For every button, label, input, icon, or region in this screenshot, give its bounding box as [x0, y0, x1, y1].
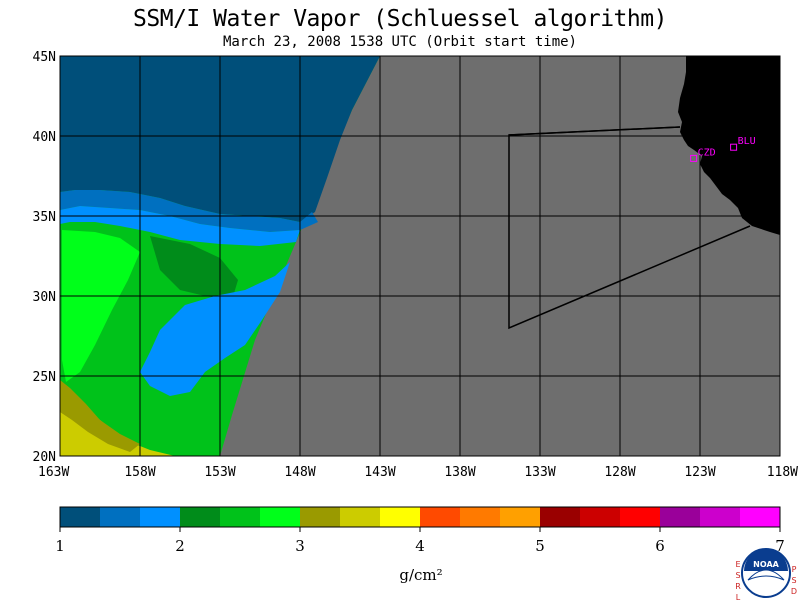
colorbar-tick-label: 4 [415, 537, 425, 555]
station-marker [690, 154, 698, 162]
colorbar-tick-labels: 1 2 3 4 5 6 7 [55, 527, 785, 555]
map-border [59, 55, 781, 457]
swath-olive-edge [60, 380, 140, 452]
longitude-label: 118W [767, 465, 798, 480]
colorbar-unit-label: g/cm² [399, 566, 442, 584]
swath-yellow-moist-region [60, 390, 175, 456]
colorbar-swatch [460, 507, 501, 527]
colorbar-swatch [300, 507, 341, 527]
longitude-label: 128W [604, 465, 635, 480]
colorbar-tick-label: 1 [55, 537, 65, 555]
logo-letter: L [736, 593, 741, 600]
colorbar-swatch [620, 507, 661, 527]
logo-letter: E [735, 560, 740, 569]
logo-letter: S [735, 571, 740, 580]
colorbar-swatch [420, 507, 461, 527]
colorbar-tick-label: 5 [535, 537, 545, 555]
colorbar-swatch [180, 507, 221, 527]
map-panel: CZD BLU [60, 56, 780, 456]
longitude-labels: 163W 158W 153W 148W 143W 138W 133W 128W 123W 118W [38, 465, 798, 480]
map-title: SSM/I Water Vapor (Schluessel algorithm) [133, 6, 667, 32]
logo-right-letters: PSD [791, 565, 797, 596]
swath-mid-blue-band [60, 190, 318, 232]
station-label: BLU [738, 136, 756, 147]
longitude-label: 138W [444, 465, 475, 480]
colorbar-tick-label: 2 [175, 537, 185, 555]
colorbar-swatch [740, 507, 781, 527]
logo-letter: S [791, 576, 796, 585]
lat-lon-grid [60, 56, 780, 456]
logo-letter: D [791, 587, 797, 596]
latitude-label: 30N [33, 290, 56, 305]
longitude-label: 163W [38, 465, 69, 480]
colorbar-swatch [100, 507, 141, 527]
colorbar-tick-label: 7 [775, 537, 785, 555]
station-marker [730, 143, 738, 151]
logo-letter: R [735, 582, 741, 591]
colorbar-swatch [60, 507, 101, 527]
latitude-label: 35N [33, 210, 56, 225]
longitude-label: 148W [284, 465, 315, 480]
colorbar-swatch [540, 507, 581, 527]
colorbar-swatch [700, 507, 741, 527]
colorbar [59, 506, 781, 528]
swath-dark-green-patch [150, 236, 238, 300]
latitude-label: 40N [33, 130, 56, 145]
flight-track-segments [508, 126, 751, 330]
station-label: CZD [698, 147, 716, 158]
colorbar-swatch [340, 507, 381, 527]
latitude-label: 25N [33, 370, 56, 385]
colorbar-tick-label: 3 [295, 537, 305, 555]
colorbar-swatch [140, 507, 181, 527]
longitude-label: 153W [204, 465, 235, 480]
longitude-label: 158W [124, 465, 155, 480]
colorbar-swatch [220, 507, 261, 527]
longitude-label: 143W [364, 465, 395, 480]
map-subtitle: March 23, 2008 1538 UTC (Orbit start tim… [222, 34, 577, 50]
california-land [678, 56, 780, 235]
station-markers: CZD BLU [690, 136, 756, 162]
latitude-label: 45N [33, 50, 56, 65]
latitude-label: 20N [33, 450, 56, 465]
colorbar-swatch [660, 507, 701, 527]
colorbar-tick-label: 6 [655, 537, 665, 555]
longitude-label: 123W [684, 465, 715, 480]
colorbar-swatch [380, 507, 421, 527]
colorbar-swatch [260, 507, 301, 527]
longitude-label: 133W [524, 465, 555, 480]
logo-letter: P [792, 565, 797, 574]
swath-bright-green-patch [62, 230, 140, 382]
colorbar-swatch [580, 507, 621, 527]
colorbar-swatch [500, 507, 541, 527]
noaa-seal-text: NOAA [753, 560, 779, 569]
noaa-seal-bird [747, 569, 785, 581]
noaa-seal-top [744, 549, 788, 571]
latitude-labels: 20N 25N 30N 35N 40N 45N [33, 50, 56, 465]
